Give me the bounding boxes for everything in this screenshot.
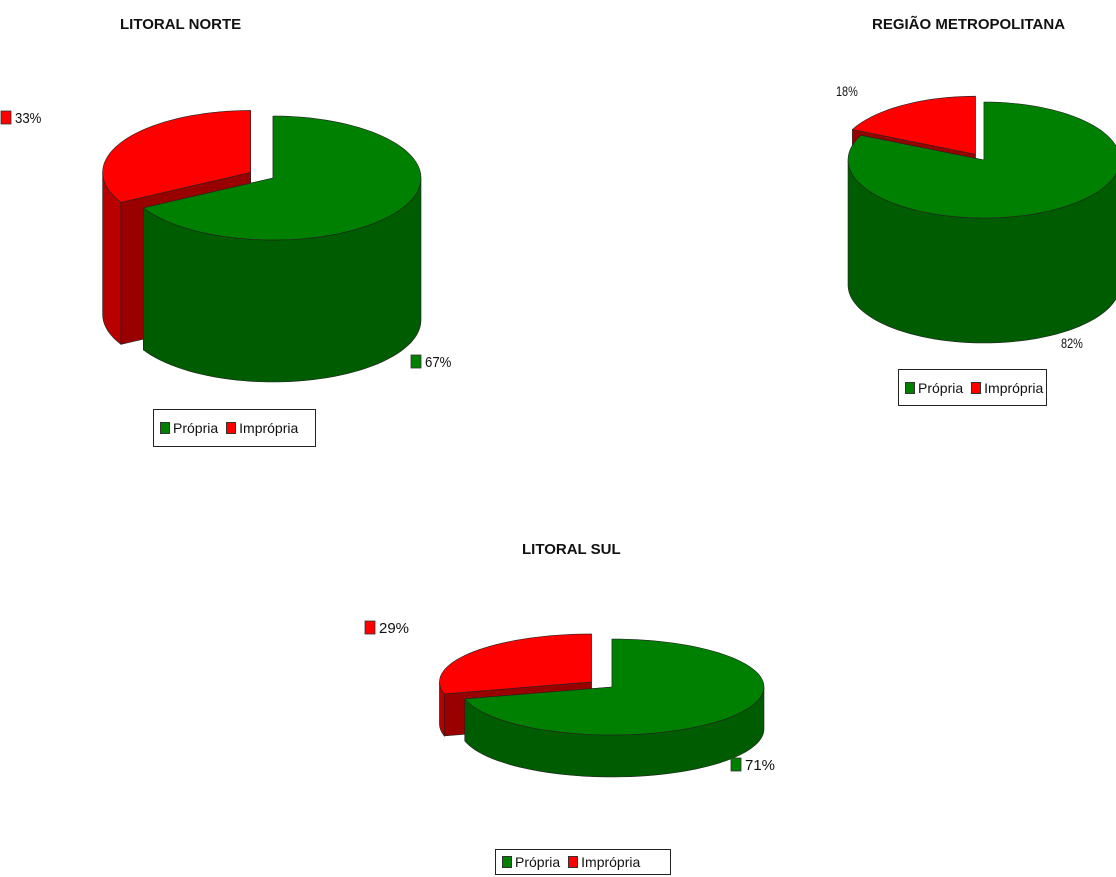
legend-swatch-propria	[905, 381, 915, 394]
legend-swatch-impropria	[971, 381, 982, 394]
legend-label-propria: Própria	[918, 379, 964, 396]
legend-label-impropria: Imprópria	[239, 420, 299, 436]
legend-item-impropria: Imprópria	[226, 420, 298, 436]
pie-slice-propria	[142, 115, 422, 383]
data-label-propria: 71%	[730, 757, 775, 774]
data-label-impropria: 29%	[364, 620, 409, 637]
legend-swatch-propria	[160, 422, 170, 434]
data-label-text: 67%	[425, 353, 452, 370]
legend-swatch-propria	[502, 856, 512, 868]
legend-item-impropria: Imprópria	[568, 854, 640, 870]
slice-top	[847, 101, 1116, 219]
legend-label-impropria: Imprópria	[581, 854, 641, 870]
chart-title-litoral-norte: LITORAL NORTE	[120, 16, 242, 33]
pie-slice-propria	[847, 101, 1116, 344]
data-label-text: 82%	[1061, 336, 1083, 352]
data-label-text: 29%	[379, 620, 409, 637]
legend-item-impropria: Imprópria	[971, 380, 1043, 396]
legend-regiao-metropolitana: Própria Imprópria	[898, 369, 1047, 406]
legend-swatch-impropria	[226, 422, 237, 434]
legend-label-propria: Própria	[173, 420, 219, 436]
legend-litoral-norte: Própria Imprópria	[153, 409, 316, 447]
slice-top	[102, 110, 251, 203]
pie-slice-propria	[464, 638, 765, 778]
chart-title-litoral-sul: LITORAL SUL	[522, 541, 621, 558]
data-label-text: 18%	[836, 84, 858, 100]
slice-top	[852, 95, 976, 155]
legend-label-propria: Própria	[515, 854, 561, 870]
chart-title-regiao-metropolitana: REGIÃO METROPOLITANA	[872, 16, 1066, 33]
slice-top	[439, 633, 592, 695]
legend-label-impropria: Imprópria	[984, 379, 1044, 396]
data-label-impropria: 33%	[0, 109, 42, 126]
data-label-text: 71%	[745, 757, 775, 774]
data-label-swatch	[364, 620, 376, 635]
data-label-impropria: 18%	[836, 84, 858, 100]
legend-item-propria: Própria	[905, 380, 963, 396]
slice-top	[464, 638, 765, 736]
data-label-swatch	[0, 110, 12, 125]
legend-item-propria: Própria	[160, 420, 218, 436]
data-label-propria: 82%	[1061, 336, 1083, 352]
legend-item-propria: Própria	[502, 854, 560, 870]
slice-top	[142, 115, 422, 241]
data-label-swatch	[410, 354, 422, 369]
legend-litoral-sul: Própria Imprópria	[495, 849, 671, 875]
legend-swatch-impropria	[568, 856, 579, 868]
data-label-text: 33%	[15, 109, 42, 126]
data-label-propria: 67%	[410, 353, 452, 370]
data-label-swatch	[730, 757, 742, 772]
